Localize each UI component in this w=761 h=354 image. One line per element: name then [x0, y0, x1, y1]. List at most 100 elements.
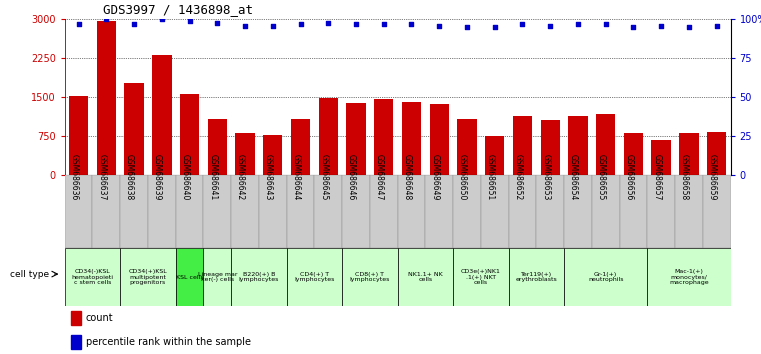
Bar	[152, 55, 171, 175]
Bar	[402, 102, 421, 175]
Text: GSM686655: GSM686655	[597, 154, 606, 201]
Bar	[513, 115, 532, 175]
Point	[128, 21, 140, 27]
Bar	[65, 248, 120, 306]
Bar	[508, 248, 564, 306]
Point	[183, 18, 196, 24]
Bar	[68, 96, 88, 175]
Bar	[429, 104, 449, 175]
Text: count: count	[86, 313, 113, 323]
Text: GSM686648: GSM686648	[403, 154, 412, 200]
Point	[295, 21, 307, 27]
Bar	[120, 248, 176, 306]
Bar	[287, 175, 314, 248]
Text: KSL cells: KSL cells	[176, 274, 203, 280]
Bar	[648, 175, 675, 248]
Bar	[508, 175, 537, 248]
Point	[100, 17, 113, 22]
Point	[72, 21, 84, 27]
Bar	[564, 248, 648, 306]
Bar	[592, 175, 619, 248]
Bar	[180, 94, 199, 175]
Bar	[314, 175, 342, 248]
Bar	[680, 133, 699, 175]
Text: CD4(+) T
lymphocytes: CD4(+) T lymphocytes	[295, 272, 335, 282]
Bar	[425, 175, 453, 248]
Bar	[203, 175, 231, 248]
Bar	[703, 175, 731, 248]
Text: GSM686646: GSM686646	[347, 154, 356, 201]
Bar	[291, 119, 310, 175]
Bar	[231, 248, 287, 306]
Text: GSM686656: GSM686656	[625, 154, 633, 201]
Text: CD3e(+)NK1
.1(+) NKT
cells: CD3e(+)NK1 .1(+) NKT cells	[461, 269, 501, 285]
Text: GSM686659: GSM686659	[708, 154, 717, 201]
Text: GSM686650: GSM686650	[458, 154, 467, 201]
Bar	[370, 175, 397, 248]
Bar	[148, 175, 176, 248]
Bar	[346, 103, 366, 175]
Point	[212, 20, 224, 25]
Bar	[457, 119, 476, 175]
Point	[489, 24, 501, 30]
Bar	[568, 115, 587, 175]
Bar	[453, 248, 508, 306]
Bar	[675, 175, 703, 248]
Text: GSM686643: GSM686643	[264, 154, 272, 201]
Bar	[97, 21, 116, 175]
Bar	[397, 248, 453, 306]
Text: CD34(-)KSL
hematopoieti
c stem cells: CD34(-)KSL hematopoieti c stem cells	[72, 269, 113, 285]
Point	[377, 21, 390, 27]
Text: GSM686651: GSM686651	[486, 154, 495, 200]
Bar	[176, 175, 203, 248]
Bar	[707, 132, 727, 175]
Point	[517, 21, 529, 27]
Bar	[124, 83, 144, 175]
Bar	[72, 335, 81, 349]
Bar	[287, 248, 342, 306]
Bar	[231, 175, 259, 248]
Bar	[374, 99, 393, 175]
Text: CD8(+) T
lymphocytes: CD8(+) T lymphocytes	[350, 272, 390, 282]
Bar	[342, 175, 370, 248]
Bar	[651, 140, 671, 175]
Bar	[65, 175, 92, 248]
Bar	[397, 175, 425, 248]
Text: Lineage mar
ker(-) cells: Lineage mar ker(-) cells	[198, 272, 237, 282]
Bar	[120, 175, 148, 248]
Text: GSM686654: GSM686654	[569, 154, 578, 201]
Bar	[176, 248, 203, 306]
Text: GSM686642: GSM686642	[236, 154, 245, 200]
Text: GSM686657: GSM686657	[652, 154, 661, 201]
Text: GSM686645: GSM686645	[320, 154, 328, 201]
Point	[600, 21, 612, 27]
Point	[433, 23, 445, 29]
Bar	[564, 175, 592, 248]
Point	[239, 23, 251, 29]
Point	[461, 24, 473, 30]
Bar	[235, 133, 255, 175]
Text: cell type: cell type	[10, 270, 49, 279]
Text: Gr-1(+)
neutrophils: Gr-1(+) neutrophils	[588, 272, 623, 282]
Text: NK1.1+ NK
cells: NK1.1+ NK cells	[408, 272, 443, 282]
Text: GDS3997 / 1436898_at: GDS3997 / 1436898_at	[103, 3, 253, 16]
Bar	[453, 175, 481, 248]
Point	[350, 21, 362, 27]
Text: GSM686638: GSM686638	[125, 154, 134, 200]
Bar	[596, 114, 616, 175]
Text: GSM686637: GSM686637	[97, 154, 107, 201]
Bar	[72, 311, 81, 325]
Text: GSM686653: GSM686653	[541, 154, 550, 201]
Text: GSM686644: GSM686644	[291, 154, 301, 201]
Text: GSM686640: GSM686640	[180, 154, 189, 201]
Text: Ter119(+)
erythroblasts: Ter119(+) erythroblasts	[515, 272, 557, 282]
Bar	[208, 119, 227, 175]
Text: GSM686652: GSM686652	[514, 154, 523, 200]
Point	[711, 23, 723, 29]
Bar	[342, 248, 397, 306]
Bar	[619, 175, 648, 248]
Text: percentile rank within the sample: percentile rank within the sample	[86, 337, 251, 347]
Bar	[319, 98, 338, 175]
Point	[156, 17, 168, 22]
Text: B220(+) B
lymphocytes: B220(+) B lymphocytes	[239, 272, 279, 282]
